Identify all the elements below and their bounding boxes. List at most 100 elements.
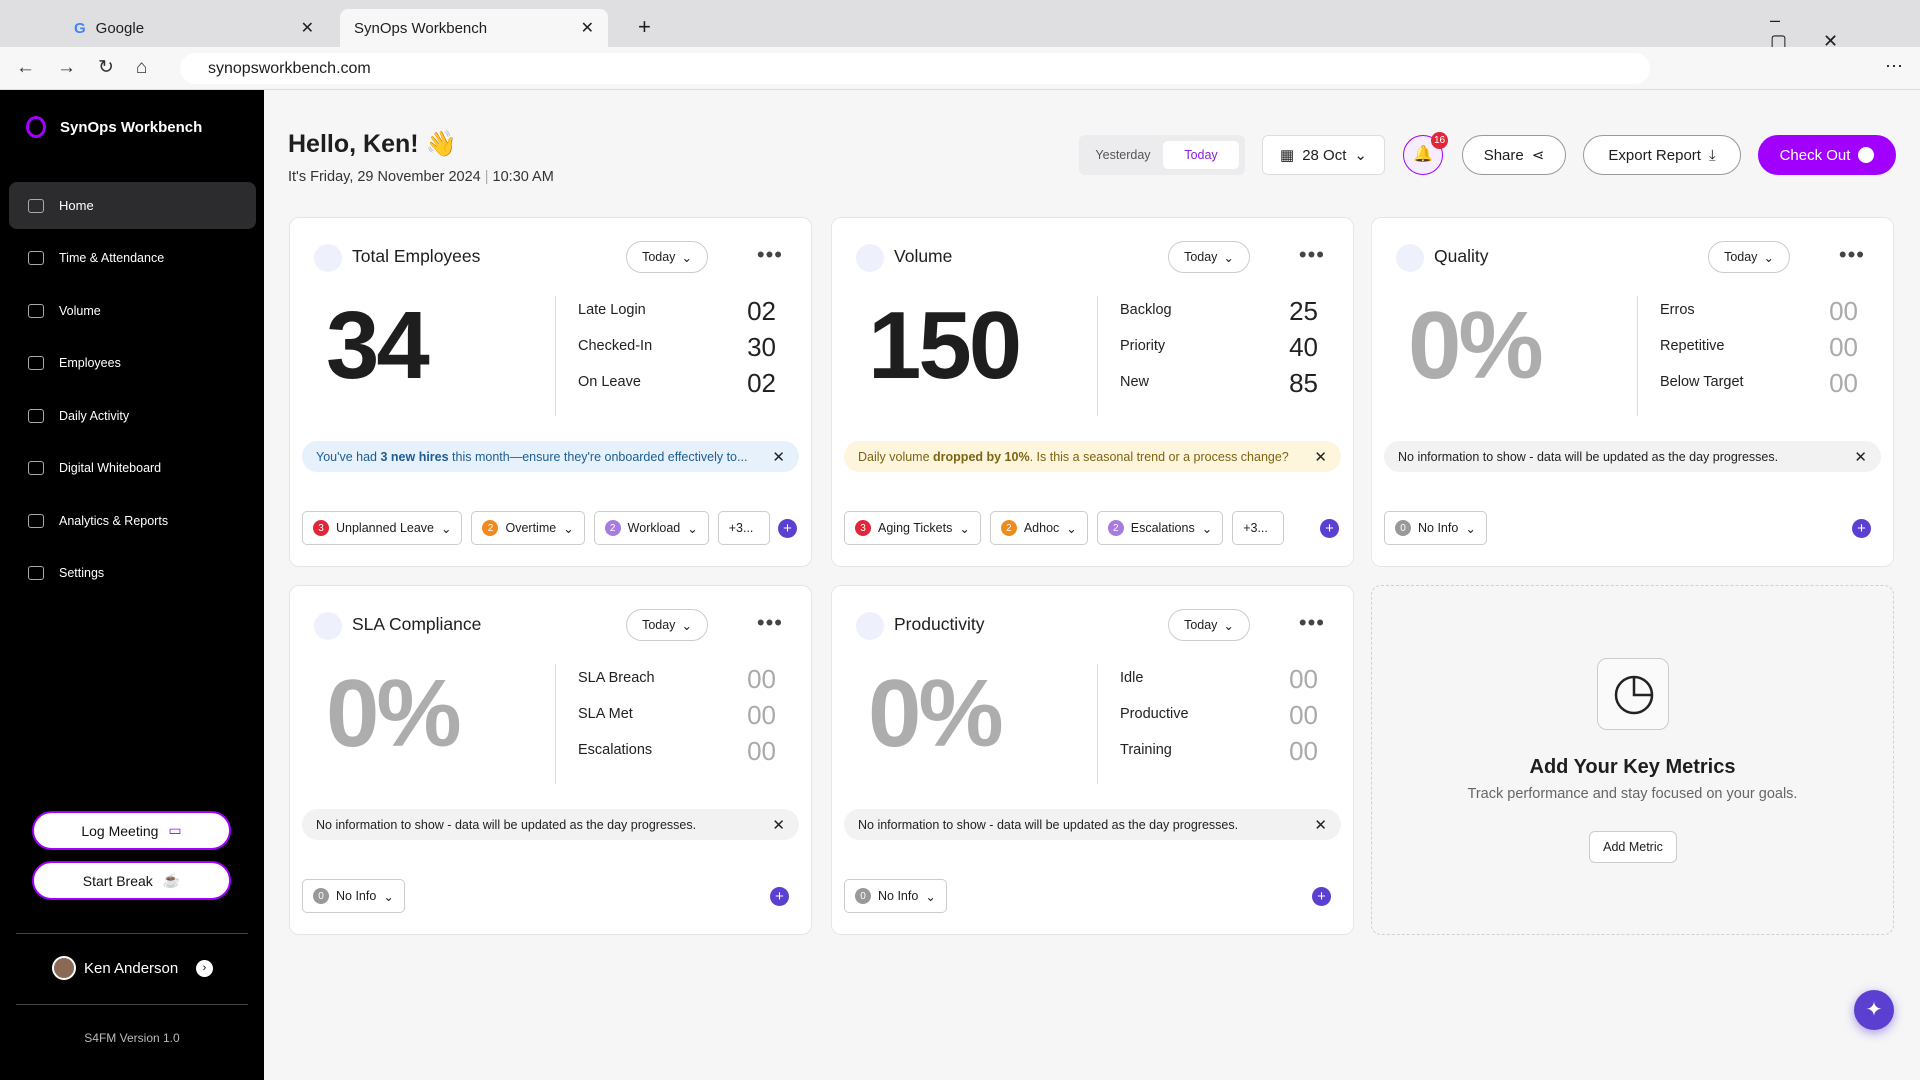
stat-label: Below Target bbox=[1660, 374, 1744, 390]
issue-chip[interactable]: 0 No Info ⌄ bbox=[1384, 511, 1487, 545]
check-out-button[interactable]: Check Out bbox=[1758, 135, 1896, 175]
nav-icon bbox=[28, 513, 44, 528]
issue-chip[interactable]: 2 Adhoc ⌄ bbox=[989, 511, 1088, 545]
new-tab[interactable]: + bbox=[638, 14, 651, 39]
toggle-option[interactable]: Yesterday bbox=[1095, 148, 1151, 162]
issue-chip[interactable]: 2 Workload ⌄ bbox=[593, 511, 709, 545]
chip-row: 3 Unplanned Leave ⌄ 2 Overtime ⌄ 2 Workload ⌄ +3.… bbox=[302, 511, 770, 545]
alert-close[interactable]: ✕ bbox=[1854, 448, 1867, 466]
assistant-fab[interactable]: ✦ bbox=[1854, 990, 1894, 1030]
log-meeting-button[interactable]: Log Meeting ▭ bbox=[32, 811, 231, 850]
nav-item[interactable]: Settings bbox=[9, 550, 256, 597]
stat-value: 02 bbox=[747, 296, 776, 326]
url-field[interactable]: synopsworkbench.com bbox=[180, 53, 1650, 84]
chip-row: 0 No Info ⌄ bbox=[302, 879, 405, 913]
metric-card: SLA Compliance Today ⌄ ••• 0% SLA Breach 00 SLA… bbox=[289, 585, 812, 935]
card-icon bbox=[856, 244, 884, 272]
divider bbox=[16, 933, 248, 934]
toggle-option-active[interactable]: Today bbox=[1163, 141, 1239, 169]
add-chip-button[interactable]: + bbox=[1852, 519, 1871, 538]
issue-chip[interactable]: 0 No Info ⌄ bbox=[844, 879, 947, 913]
divider bbox=[1637, 296, 1638, 416]
alert-close[interactable]: ✕ bbox=[1314, 816, 1327, 834]
stat-label: Erros bbox=[1660, 302, 1695, 318]
chip-label: Overtime bbox=[505, 521, 557, 535]
alert-close[interactable]: ✕ bbox=[1314, 448, 1327, 466]
user-menu[interactable]: › bbox=[196, 960, 213, 977]
card-menu[interactable]: ••• bbox=[1838, 242, 1865, 267]
date-picker[interactable]: ▦ 28 Oct ⌄ bbox=[1262, 135, 1385, 175]
nav-item[interactable]: Daily Activity bbox=[9, 392, 256, 439]
period-label: Today bbox=[1724, 250, 1758, 264]
nav-item[interactable]: Analytics & Reports bbox=[9, 497, 256, 544]
nav-item[interactable]: Home bbox=[9, 182, 256, 229]
period-dropdown[interactable]: Today ⌄ bbox=[1708, 241, 1790, 273]
stat-value: 00 bbox=[1829, 368, 1858, 398]
share-button[interactable]: Share ⋖ bbox=[1462, 135, 1566, 175]
browser-tab-bar: G Google ✕ SynOps Workbench ✕ + –▢✕ bbox=[0, 0, 1920, 51]
nav-item[interactable]: Employees bbox=[9, 340, 256, 387]
alert-close[interactable]: ✕ bbox=[772, 448, 785, 466]
card-menu[interactable]: ••• bbox=[1298, 242, 1325, 267]
browser-menu[interactable]: ⋯ bbox=[1885, 56, 1903, 76]
add-chip-button[interactable]: + bbox=[770, 887, 789, 906]
nav-item[interactable]: Time & Attendance bbox=[9, 235, 256, 282]
issue-chip[interactable]: 3 Unplanned Leave ⌄ bbox=[302, 511, 463, 545]
period-dropdown[interactable]: Today ⌄ bbox=[626, 609, 708, 641]
start-break-button[interactable]: Start Break ☕ bbox=[32, 861, 231, 900]
issue-chip[interactable]: 0 No Info ⌄ bbox=[302, 879, 405, 913]
alert-text-part: No information to show - data will be up… bbox=[858, 817, 1239, 832]
alert-text: No information to show - data will be up… bbox=[316, 818, 696, 832]
tab-close[interactable]: ✕ bbox=[300, 20, 314, 37]
alert-text-part: . Is this a seasonal trend or a process … bbox=[1029, 449, 1289, 464]
tab-close[interactable]: ✕ bbox=[580, 20, 594, 37]
issue-chip[interactable]: 2 Overtime ⌄ bbox=[471, 511, 585, 545]
more-chip[interactable]: +3... bbox=[1232, 511, 1285, 545]
divider bbox=[1097, 664, 1098, 784]
card-menu[interactable]: ••• bbox=[1298, 610, 1325, 635]
nav-icon bbox=[28, 356, 44, 370]
notification-badge: 16 bbox=[1431, 132, 1448, 149]
export-report-button[interactable]: Export Report ⤓ bbox=[1583, 135, 1741, 175]
button-label: Export Report bbox=[1608, 146, 1701, 164]
stat-label: Repetitive bbox=[1660, 338, 1725, 354]
browser-tab[interactable]: SynOps Workbench ✕ bbox=[340, 9, 608, 47]
alert-text-part: No information to show - data will be up… bbox=[1398, 449, 1779, 464]
user-name[interactable]: Ken Anderson bbox=[84, 960, 179, 977]
card-menu[interactable]: ••• bbox=[756, 242, 783, 267]
card-menu[interactable]: ••• bbox=[756, 610, 783, 635]
alert-text-part: No information to show - data will be up… bbox=[316, 817, 697, 832]
app-logo bbox=[26, 116, 46, 138]
notifications-button[interactable]: 🔔 16 bbox=[1403, 132, 1448, 175]
window-controls[interactable]: –▢✕ bbox=[1770, 10, 1875, 51]
chevron: ⌄ bbox=[925, 889, 936, 904]
nav-item[interactable]: Digital Whiteboard bbox=[9, 445, 256, 492]
stat-label: Idle bbox=[1120, 670, 1144, 686]
add-chip-button[interactable]: + bbox=[1320, 519, 1339, 538]
chip-count: 3 bbox=[313, 520, 329, 536]
nav-buttons[interactable]: ←→↻⌂ bbox=[16, 57, 170, 78]
chevron: ⌄ bbox=[959, 521, 970, 536]
more-chip[interactable]: +3... bbox=[717, 511, 770, 545]
add-chip-button[interactable]: + bbox=[778, 519, 797, 538]
alert-close[interactable]: ✕ bbox=[772, 816, 785, 834]
time: 10:30 AM bbox=[492, 169, 554, 185]
add-chip-button[interactable]: + bbox=[1312, 887, 1331, 906]
issue-chip[interactable]: 2 Escalations ⌄ bbox=[1096, 511, 1224, 545]
add-metric-button[interactable]: Add Metric bbox=[1589, 831, 1677, 863]
period-dropdown[interactable]: Today ⌄ bbox=[626, 241, 708, 273]
alert-text-part: this month—ensure they're onboarded effe… bbox=[448, 449, 748, 464]
issue-chip[interactable]: 3 Aging Tickets ⌄ bbox=[844, 511, 981, 545]
nav-item[interactable]: Volume bbox=[9, 287, 256, 334]
period-dropdown[interactable]: Today ⌄ bbox=[1168, 241, 1250, 273]
big-value: 0% bbox=[1408, 292, 1544, 399]
metric-card: Volume Today ⌄ ••• 150 Backlog 25 Priority 40 New… bbox=[831, 217, 1354, 567]
stat-label: Escalations bbox=[578, 742, 653, 758]
metric-card: Productivity Today ⌄ ••• 0% Idle 00 Productive 0… bbox=[831, 585, 1354, 935]
stat-value: 00 bbox=[747, 700, 776, 730]
browser-tab[interactable]: G Google ✕ bbox=[60, 9, 328, 47]
period-dropdown[interactable]: Today ⌄ bbox=[1168, 609, 1250, 641]
chevron: ⌄ bbox=[1465, 521, 1476, 536]
icon: ☕ bbox=[162, 872, 181, 888]
big-value: 0% bbox=[868, 660, 1004, 767]
